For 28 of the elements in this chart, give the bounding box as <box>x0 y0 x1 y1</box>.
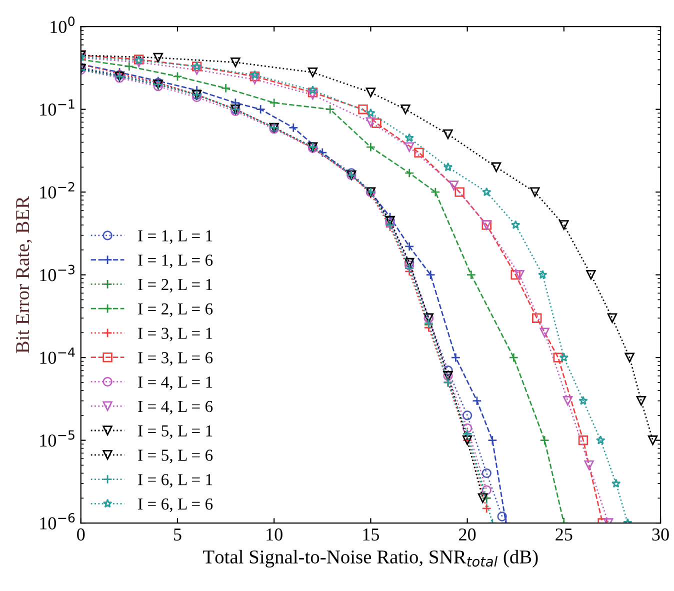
legend-label: I = 2, L = 6 <box>138 303 213 317</box>
x-axis-title: Total Signal-to-Noise Ratio, SNR$_{total}$ (dB) <box>203 550 538 568</box>
y-tick-label: 10$^{−3}$ <box>40 264 74 282</box>
x-tick-label: 0 <box>77 528 85 541</box>
legend-label: I = 5, L = 6 <box>138 450 213 464</box>
y-tick-label: 10$^{−2}$ <box>40 182 74 198</box>
x-tick-label: 25 <box>556 528 572 541</box>
y-tick-label: 10$^{−1}$ <box>40 99 74 116</box>
y-tick-label: 10$^{0}$ <box>50 16 75 34</box>
y-tick-label: 10$^{−6}$ <box>40 512 75 530</box>
legend-label: I = 6, L = 1 <box>138 474 212 488</box>
legend-label: I = 3, L = 6 <box>138 352 213 366</box>
x-tick-label: 10 <box>266 528 282 541</box>
legend-label: I = 1, L = 6 <box>138 254 213 268</box>
legend-label: I = 4, L = 6 <box>138 400 213 415</box>
x-tick-label: 5 <box>174 528 182 541</box>
x-tick-label: 20 <box>459 528 476 541</box>
legend-label: I = 1, L = 1 <box>138 230 212 244</box>
y-tick-label: 10$^{−4}$ <box>40 348 75 364</box>
y-axis-title: Bit Error Rate, BER <box>16 196 32 354</box>
legend-label: I = 4, L = 1 <box>138 376 212 390</box>
legend-label: I = 2, L = 1 <box>138 279 212 293</box>
y-tick-label: 10$^{−5}$ <box>40 430 74 447</box>
x-tick-label: 15 <box>363 528 380 541</box>
x-tick-label: 30 <box>652 528 669 541</box>
legend-label: I = 5, L = 1 <box>138 425 212 439</box>
legend-label: I = 6, L = 6 <box>138 498 213 512</box>
legend-label: I = 3, L = 1 <box>138 328 212 342</box>
